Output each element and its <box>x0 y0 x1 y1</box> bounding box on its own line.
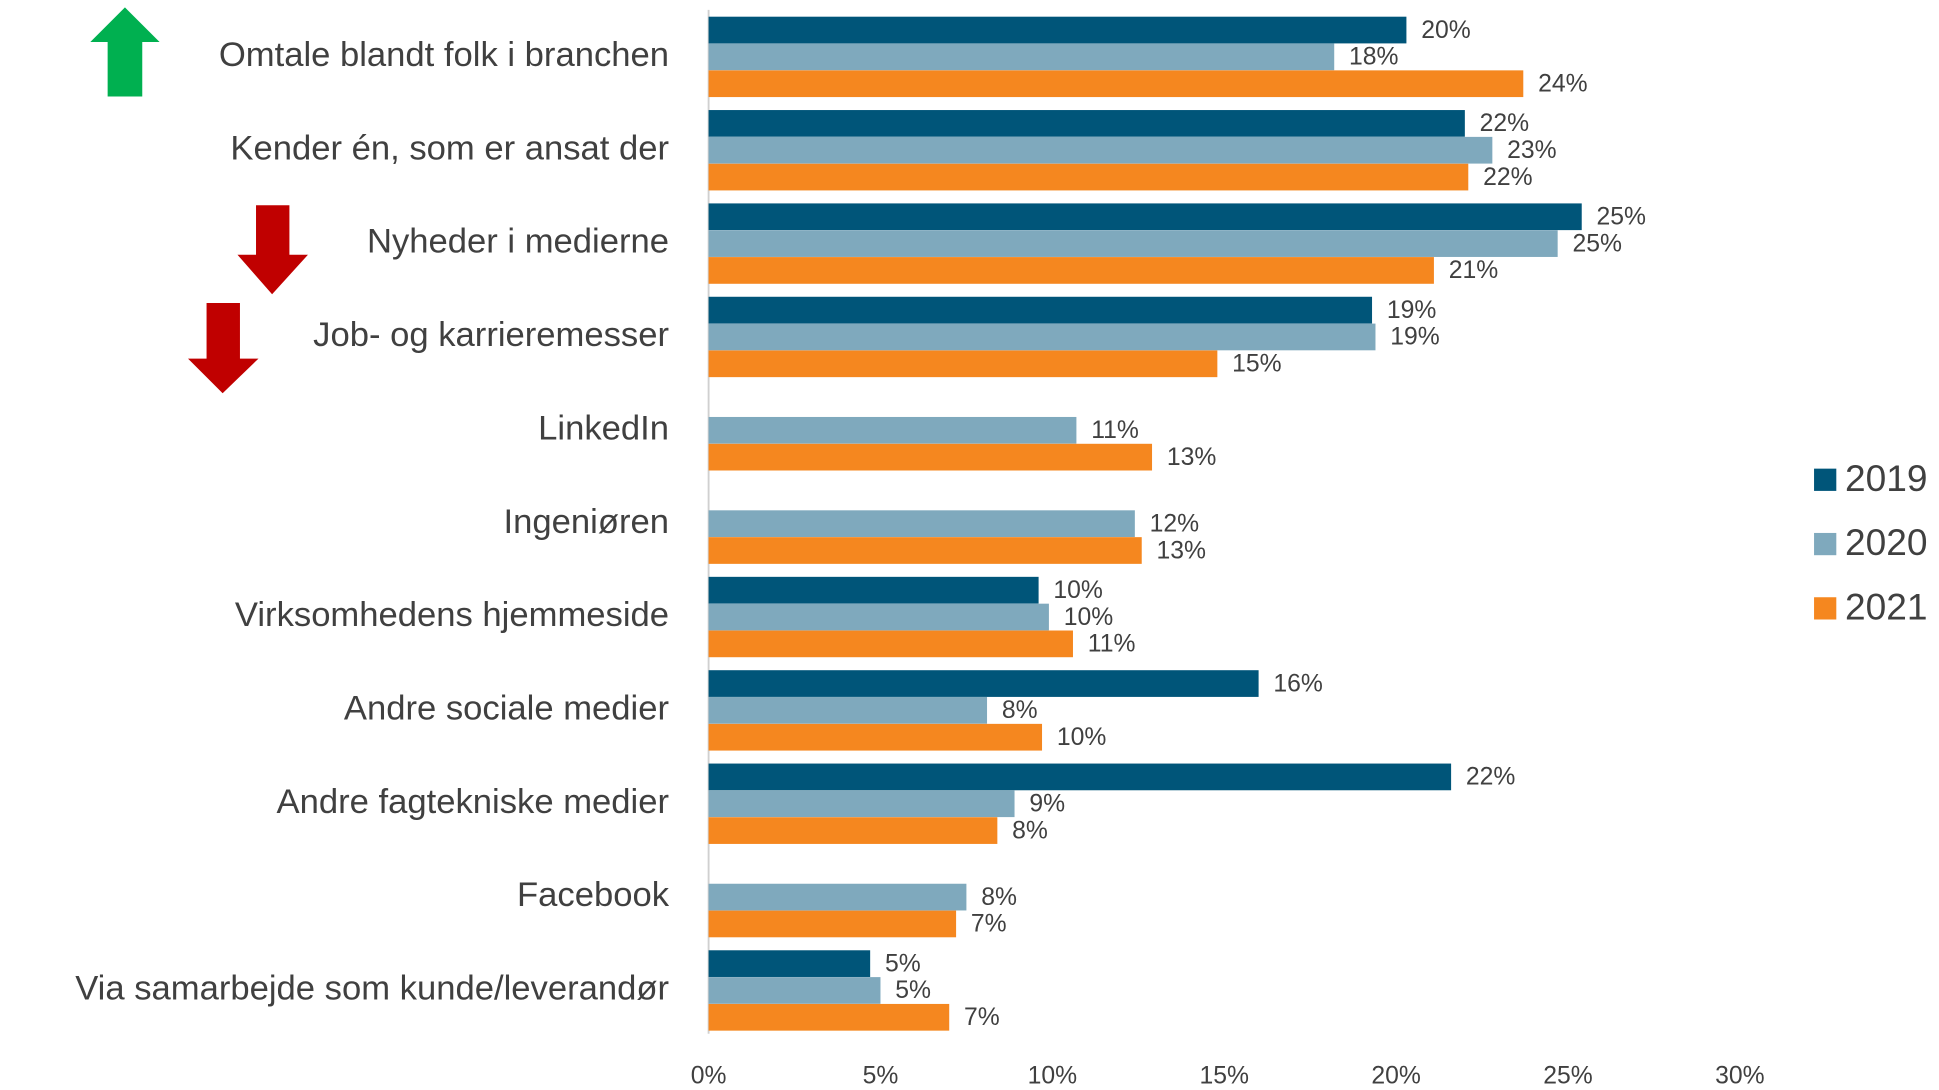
bar <box>708 296 1373 324</box>
bar <box>708 350 1218 378</box>
value-label: 8% <box>1012 817 1048 844</box>
category-label: Ingeniøren <box>504 503 669 541</box>
category-label: Virksomhedens hjemmeside <box>235 596 669 634</box>
value-label: 19% <box>1390 324 1439 351</box>
x-tick-label: 20% <box>1371 1063 1420 1090</box>
value-label: 11% <box>1088 631 1136 658</box>
legend-label: 2021 <box>1845 585 1927 627</box>
x-tick-label: 25% <box>1543 1063 1592 1090</box>
bar <box>708 977 881 1004</box>
category-label: Omtale blandt folk i branchen <box>219 36 669 74</box>
value-label: 23% <box>1507 137 1556 164</box>
value-label: 5% <box>895 977 931 1004</box>
bar <box>708 510 1135 538</box>
up-arrow <box>90 7 160 97</box>
value-label: 24% <box>1538 70 1587 97</box>
x-tick-label: 10% <box>1028 1063 1077 1090</box>
bar <box>708 576 1039 604</box>
category-label: LinkedIn <box>538 409 669 447</box>
value-label: 10% <box>1064 604 1113 631</box>
value-label: 15% <box>1232 351 1281 378</box>
value-label: 25% <box>1573 230 1622 257</box>
bar <box>708 883 967 911</box>
category-label: Via samarbejde som kunde/leverandør <box>75 970 669 1008</box>
value-label: 13% <box>1167 444 1216 471</box>
bar <box>708 136 1493 164</box>
x-tick-label: 5% <box>863 1063 899 1090</box>
bar <box>708 817 998 844</box>
value-label: 22% <box>1483 164 1532 191</box>
bar <box>708 910 957 938</box>
bar <box>708 70 1524 98</box>
value-label: 11% <box>1091 417 1139 444</box>
value-label: 10% <box>1053 577 1102 604</box>
category-label: Job- og karrieremesser <box>313 316 669 354</box>
value-label: 7% <box>971 911 1007 938</box>
bar <box>708 1003 950 1031</box>
value-label: 13% <box>1157 537 1206 564</box>
bar <box>708 723 1043 751</box>
value-label: 25% <box>1597 204 1646 231</box>
value-label: 5% <box>885 950 921 977</box>
category-label: Kender én, som er ansat der <box>230 129 669 167</box>
value-label: 22% <box>1480 110 1529 137</box>
bar <box>708 203 1582 231</box>
bar <box>708 443 1153 471</box>
bar <box>708 630 1073 658</box>
bar <box>708 763 1452 791</box>
bar <box>708 323 1376 351</box>
bar <box>708 603 1049 631</box>
category-label: Facebook <box>517 876 670 914</box>
value-label: 12% <box>1150 510 1199 537</box>
legend-swatch <box>1814 597 1837 620</box>
value-label: 18% <box>1349 44 1398 71</box>
value-label: 16% <box>1273 670 1322 697</box>
value-label: 7% <box>964 1004 1000 1031</box>
bar <box>708 670 1259 697</box>
legend-swatch <box>1814 468 1837 491</box>
bar <box>708 110 1465 137</box>
x-tick-label: 30% <box>1715 1063 1764 1090</box>
down-arrow <box>237 205 308 295</box>
bar <box>708 257 1434 284</box>
bar <box>708 790 1015 818</box>
legend-swatch <box>1814 532 1837 556</box>
bar <box>708 416 1077 444</box>
value-label: 20% <box>1421 17 1470 44</box>
bar <box>708 16 1407 44</box>
value-label: 21% <box>1449 257 1498 284</box>
value-label: 10% <box>1057 724 1106 751</box>
bar <box>708 950 871 977</box>
bar <box>708 163 1469 191</box>
value-label: 22% <box>1466 764 1515 791</box>
category-label: Andre fagtekniske medier <box>277 783 669 821</box>
legend-label: 2020 <box>1845 521 1927 563</box>
down-arrow <box>188 302 259 394</box>
value-label: 9% <box>1029 791 1065 818</box>
bar <box>708 43 1335 71</box>
category-label: Andre sociale medier <box>344 690 669 728</box>
x-tick-label: 0% <box>691 1063 727 1090</box>
value-label: 8% <box>981 884 1017 911</box>
bar <box>708 230 1558 257</box>
bar <box>708 697 988 724</box>
legend-label: 2019 <box>1845 457 1927 499</box>
bar <box>708 537 1142 564</box>
value-label: 19% <box>1387 297 1436 324</box>
value-label: 8% <box>1002 697 1038 724</box>
x-tick-label: 15% <box>1199 1063 1248 1090</box>
category-label: Nyheder i medierne <box>367 223 669 261</box>
